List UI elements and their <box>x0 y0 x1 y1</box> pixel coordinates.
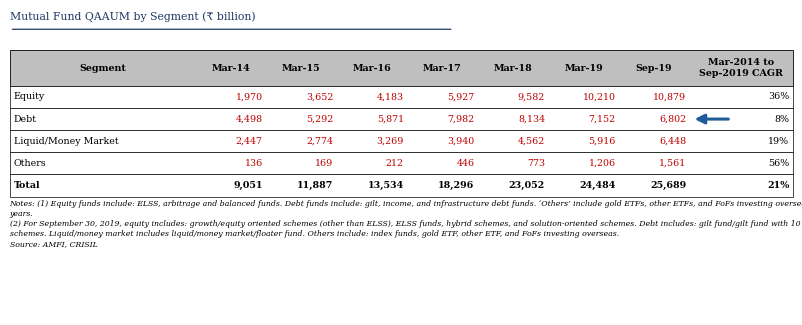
Bar <box>10 108 792 130</box>
Text: 1,561: 1,561 <box>658 159 685 168</box>
Text: Mar-15: Mar-15 <box>282 64 320 72</box>
Text: 8%: 8% <box>773 115 788 124</box>
Text: 6,802: 6,802 <box>658 115 685 124</box>
Text: Mar-17: Mar-17 <box>423 64 461 72</box>
Text: Segment: Segment <box>79 64 126 72</box>
Text: 1,970: 1,970 <box>235 92 262 101</box>
Text: 10,879: 10,879 <box>652 92 685 101</box>
Text: 21%: 21% <box>766 181 788 190</box>
Text: Mutual Fund QAAUM by Segment (₹ billion): Mutual Fund QAAUM by Segment (₹ billion) <box>10 11 255 22</box>
Bar <box>10 50 792 86</box>
Text: Equity: Equity <box>14 92 45 101</box>
Text: 773: 773 <box>526 159 545 168</box>
Text: 136: 136 <box>244 159 262 168</box>
Text: 1,206: 1,206 <box>588 159 615 168</box>
Text: 24,484: 24,484 <box>578 181 615 190</box>
Text: 169: 169 <box>314 159 333 168</box>
Text: 2,774: 2,774 <box>306 137 333 146</box>
Text: 446: 446 <box>456 159 474 168</box>
Text: 25,689: 25,689 <box>649 181 685 190</box>
Text: 4,498: 4,498 <box>235 115 262 124</box>
Text: 23,052: 23,052 <box>508 181 545 190</box>
Text: 4,183: 4,183 <box>376 92 403 101</box>
Text: 10,210: 10,210 <box>582 92 615 101</box>
Text: Mar-18: Mar-18 <box>493 64 532 72</box>
Text: Liquid/Money Market: Liquid/Money Market <box>14 137 118 146</box>
Text: 212: 212 <box>386 159 403 168</box>
Text: 19%: 19% <box>768 137 788 146</box>
Text: Sep-19: Sep-19 <box>635 64 671 72</box>
Text: 5,871: 5,871 <box>376 115 403 124</box>
Text: Mar-14: Mar-14 <box>211 64 249 72</box>
Text: 4,562: 4,562 <box>517 137 545 146</box>
Text: 11,887: 11,887 <box>297 181 333 190</box>
Text: 8,134: 8,134 <box>517 115 545 124</box>
Text: Mar-16: Mar-16 <box>352 64 391 72</box>
Text: Others: Others <box>14 159 47 168</box>
Text: 7,982: 7,982 <box>447 115 474 124</box>
Text: 3,940: 3,940 <box>447 137 474 146</box>
Bar <box>10 175 792 197</box>
Text: 2,447: 2,447 <box>236 137 262 146</box>
Text: 18,296: 18,296 <box>438 181 474 190</box>
Bar <box>10 130 792 152</box>
Text: 5,927: 5,927 <box>447 92 474 101</box>
Text: Total: Total <box>14 181 40 190</box>
Text: 7,152: 7,152 <box>588 115 615 124</box>
Text: 9,582: 9,582 <box>517 92 545 101</box>
Text: Debt: Debt <box>14 115 37 124</box>
Text: 9,051: 9,051 <box>233 181 262 190</box>
Text: 5,916: 5,916 <box>588 137 615 146</box>
Text: 6,448: 6,448 <box>658 137 685 146</box>
Bar <box>10 152 792 175</box>
Text: 13,534: 13,534 <box>367 181 403 190</box>
Text: Notes: (1) Equity funds include: ELSS, arbitrage and balanced funds. Debt funds : Notes: (1) Equity funds include: ELSS, a… <box>10 200 802 248</box>
Text: 3,652: 3,652 <box>306 92 333 101</box>
Text: 56%: 56% <box>768 159 788 168</box>
Bar <box>10 86 792 108</box>
Text: Mar-19: Mar-19 <box>564 64 602 72</box>
Text: 3,269: 3,269 <box>376 137 403 146</box>
Text: Mar-2014 to
Sep-2019 CAGR: Mar-2014 to Sep-2019 CAGR <box>699 58 783 78</box>
Text: 36%: 36% <box>768 92 788 101</box>
Text: 5,292: 5,292 <box>306 115 333 124</box>
